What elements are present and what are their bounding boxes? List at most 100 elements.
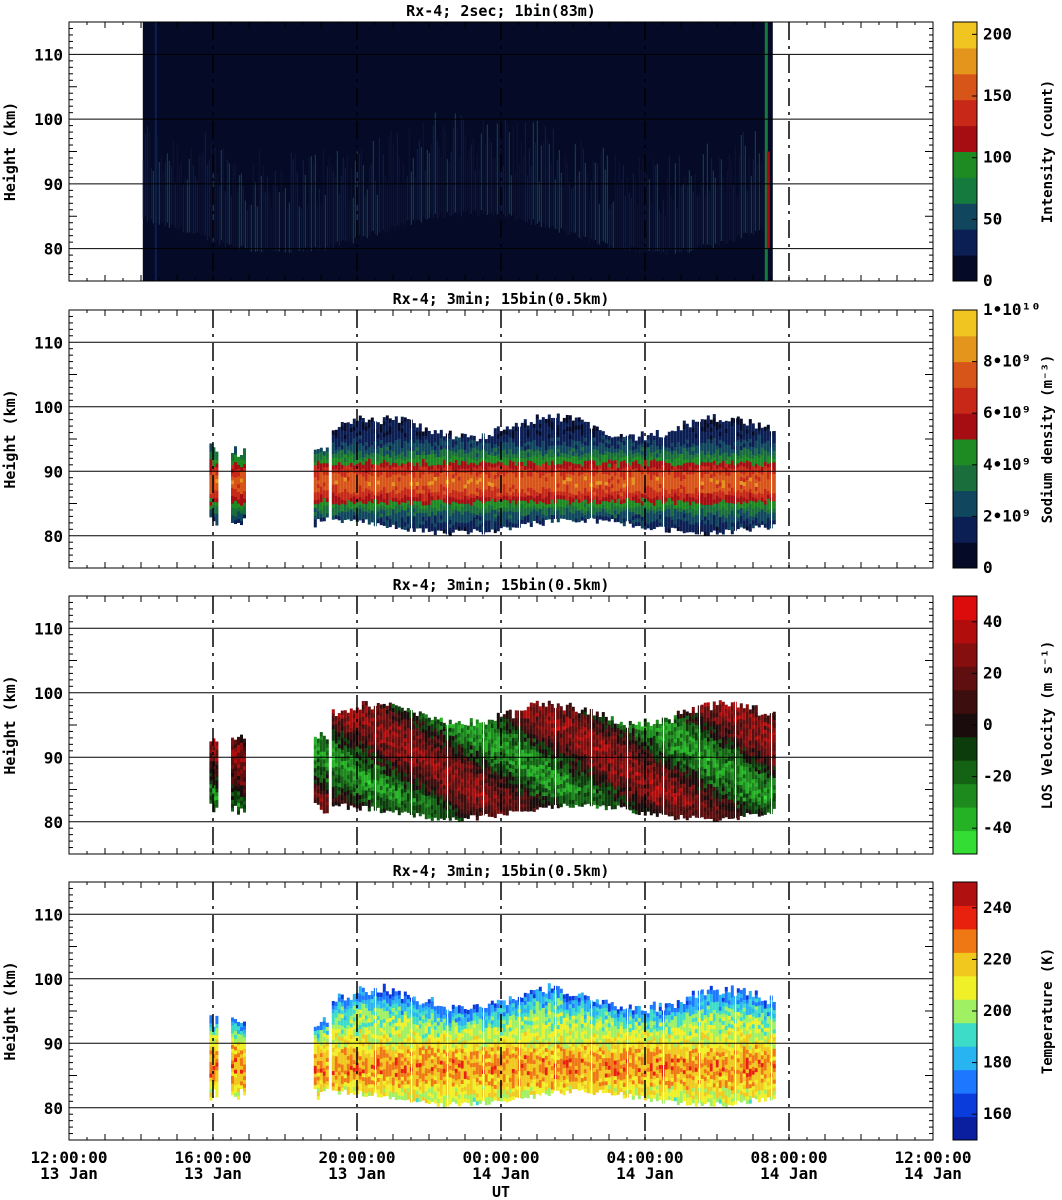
heatmap-cell: [370, 429, 374, 434]
heatmap-cell: [451, 508, 455, 514]
data-gap: [555, 310, 556, 568]
heatmap-cell: [703, 442, 707, 447]
heatmap-cell: [610, 507, 614, 512]
heatmap-cell: [742, 423, 746, 429]
heatmap-cell: [616, 498, 620, 503]
heatmap-cell: [523, 419, 527, 424]
heatmap-cell: [706, 531, 710, 536]
heatmap-cell: [421, 481, 425, 487]
heatmap-cell: [466, 464, 470, 469]
heatmap-cell: [760, 489, 764, 494]
heatmap-cell: [243, 765, 246, 770]
heatmap-cell: [240, 765, 243, 770]
heatmap-cell: [514, 511, 518, 517]
heatmap-cell: [748, 157, 750, 236]
heatmap-cell: [451, 493, 455, 498]
heatmap-cell: [550, 518, 554, 523]
heatmap-cell: [706, 438, 710, 443]
heatmap-cell: [237, 510, 240, 516]
colorbar-segment: [953, 47, 977, 75]
heatmap-cell: [520, 492, 524, 497]
heatmap-cell: [364, 460, 368, 466]
heatmap-cell: [637, 475, 641, 480]
heatmap-cell: [742, 474, 746, 479]
heatmap-cell: [538, 466, 542, 471]
heatmap-cell: [319, 482, 323, 487]
heatmap-cell: [772, 462, 776, 467]
heatmap-cell: [400, 443, 404, 449]
heatmap-cell: [613, 436, 617, 441]
heatmap-cell: [744, 145, 746, 233]
heatmap-cell: [478, 508, 482, 513]
heatmap-cell: [523, 508, 527, 513]
heatmap-cell: [709, 485, 713, 490]
heatmap-cell: [403, 459, 407, 465]
heatmap-cell: [231, 503, 234, 508]
heatmap-cell: [346, 515, 350, 520]
heatmap-cell: [688, 465, 692, 471]
heatmap-cell: [690, 175, 692, 251]
heatmap-cell: [451, 485, 455, 490]
heatmap-cell: [568, 461, 572, 466]
heatmap-cell: [487, 520, 491, 525]
heatmap-cell: [442, 467, 446, 472]
heatmap-cell: [703, 481, 707, 486]
heatmap-cell: [574, 429, 578, 434]
heatmap-cell: [364, 422, 368, 427]
heatmap-cell: [397, 465, 401, 470]
heatmap-cell: [568, 500, 572, 505]
heatmap-cell: [655, 445, 659, 450]
heatmap-cell: [406, 453, 410, 459]
heatmap-cell: [538, 454, 542, 459]
heatmap-cell: [340, 452, 344, 458]
heatmap-cell: [658, 479, 662, 485]
heatmap-cell: [493, 463, 497, 468]
heatmap-cell: [730, 425, 734, 430]
heatmap-cell: [718, 424, 722, 429]
heatmap-cell: [535, 426, 539, 431]
heatmap-cell: [403, 498, 407, 503]
heatmap-cell: [688, 516, 692, 521]
heatmap-cell: [518, 163, 520, 218]
heatmap-cell: [538, 477, 542, 482]
heatmap-cell: [361, 468, 365, 473]
heatmap-cell: [499, 434, 503, 440]
heatmap-cell: [454, 463, 458, 468]
heatmap-cell: [505, 523, 509, 528]
heatmap-cell: [577, 475, 581, 480]
heatmap-cell: [334, 437, 338, 442]
heatmap-cell: [212, 780, 216, 786]
heatmap-cell: [337, 477, 341, 482]
heatmap-cell: [322, 493, 326, 499]
heatmap-cell: [216, 173, 218, 240]
heatmap-cell: [580, 454, 584, 459]
heatmap-cell: [772, 508, 776, 513]
heatmap-cell: [496, 488, 500, 493]
heatmap-cell: [406, 473, 410, 478]
heatmap-cell: [346, 472, 350, 477]
heatmap-cell: [568, 453, 572, 459]
heatmap-cell: [352, 511, 356, 516]
heatmap-cell: [164, 162, 166, 227]
heatmap-cell: [490, 517, 494, 522]
heatmap-cell: [736, 486, 740, 491]
heatmap-cell: [613, 510, 617, 515]
heatmap-cell: [622, 452, 626, 457]
heatmap-cell: [382, 490, 386, 495]
heatmap-cell: [712, 433, 716, 438]
heatmap-cell: [403, 467, 407, 472]
heatmap-cell: [700, 504, 704, 509]
heatmap-cell: [655, 449, 659, 454]
heatmap-cell: [766, 513, 770, 519]
heatmap-cell: [367, 419, 371, 424]
heatmap-cell: [209, 741, 213, 746]
heatmap-cell: [214, 147, 216, 242]
heatmap-cell: [634, 440, 638, 445]
heatmap-cell: [601, 435, 605, 440]
heatmap-cell: [430, 437, 434, 443]
heatmap-cell: [212, 769, 216, 774]
heatmap-cell: [664, 462, 668, 467]
heatmap-cell: [424, 508, 428, 513]
heatmap-cell: [544, 457, 548, 462]
heatmap-cell: [529, 433, 533, 438]
